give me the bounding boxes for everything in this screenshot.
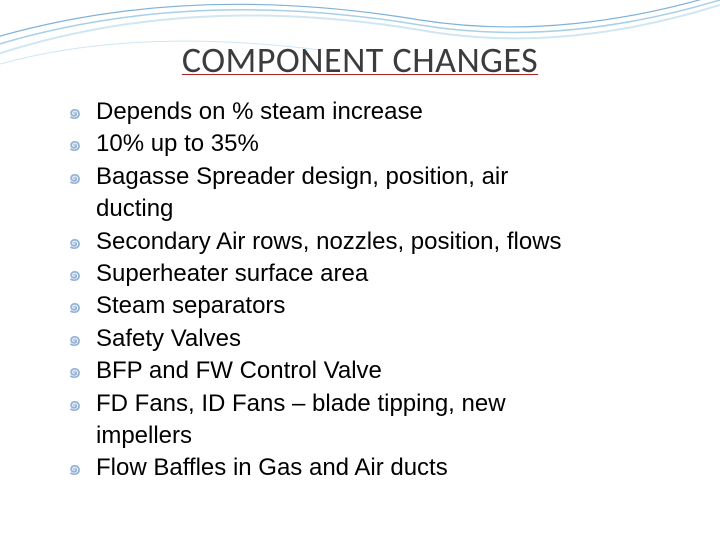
list-item-text: Secondary Air rows, nozzles, position, f…: [96, 226, 562, 258]
list-item-text: 10% up to 35%: [96, 128, 259, 160]
list-item: ๑Flow Baffles in Gas and Air ducts: [68, 452, 680, 484]
bullet-icon: ๑: [68, 291, 96, 321]
list-item: ๑BFP and FW Control Valve: [68, 355, 680, 387]
bullet-icon: ๑: [68, 453, 96, 483]
list-item-text: FD Fans, ID Fans – blade tipping, new: [96, 388, 506, 420]
list-item: ๑Depends on % steam increase: [68, 96, 680, 128]
list-item: ๑Safety Valves: [68, 323, 680, 355]
list-item: ๑Steam separators: [68, 290, 680, 322]
list-item-text: Superheater surface area: [96, 258, 368, 290]
bullet-icon: ๑: [68, 162, 96, 192]
list-item-text: BFP and FW Control Valve: [96, 355, 382, 387]
slide-title: COMPONENT CHANGES: [0, 38, 720, 82]
list-item: ๑Superheater surface area: [68, 258, 680, 290]
bullet-icon: ๑: [68, 324, 96, 354]
bullet-icon: ๑: [68, 389, 96, 419]
bullet-icon: ๑: [68, 97, 96, 127]
list-item-continuation: ducting: [68, 193, 680, 225]
bullet-list: ๑Depends on % steam increase๑10% up to 3…: [68, 96, 680, 485]
bullet-icon: ๑: [68, 259, 96, 289]
list-item: ๑FD Fans, ID Fans – blade tipping, new: [68, 388, 680, 420]
bullet-icon: ๑: [68, 356, 96, 386]
list-item: ๑10% up to 35%: [68, 128, 680, 160]
bullet-icon: ๑: [68, 129, 96, 159]
list-item-continuation: impellers: [68, 420, 680, 452]
list-item-text: Depends on % steam increase: [96, 96, 423, 128]
list-item-text: Steam separators: [96, 290, 285, 322]
list-item-text: Safety Valves: [96, 323, 241, 355]
list-item-text: Bagasse Spreader design, position, air: [96, 161, 508, 193]
list-item-text: Flow Baffles in Gas and Air ducts: [96, 452, 448, 484]
bullet-icon: ๑: [68, 227, 96, 257]
list-item: ๑Secondary Air rows, nozzles, position, …: [68, 226, 680, 258]
list-item: ๑Bagasse Spreader design, position, air: [68, 161, 680, 193]
